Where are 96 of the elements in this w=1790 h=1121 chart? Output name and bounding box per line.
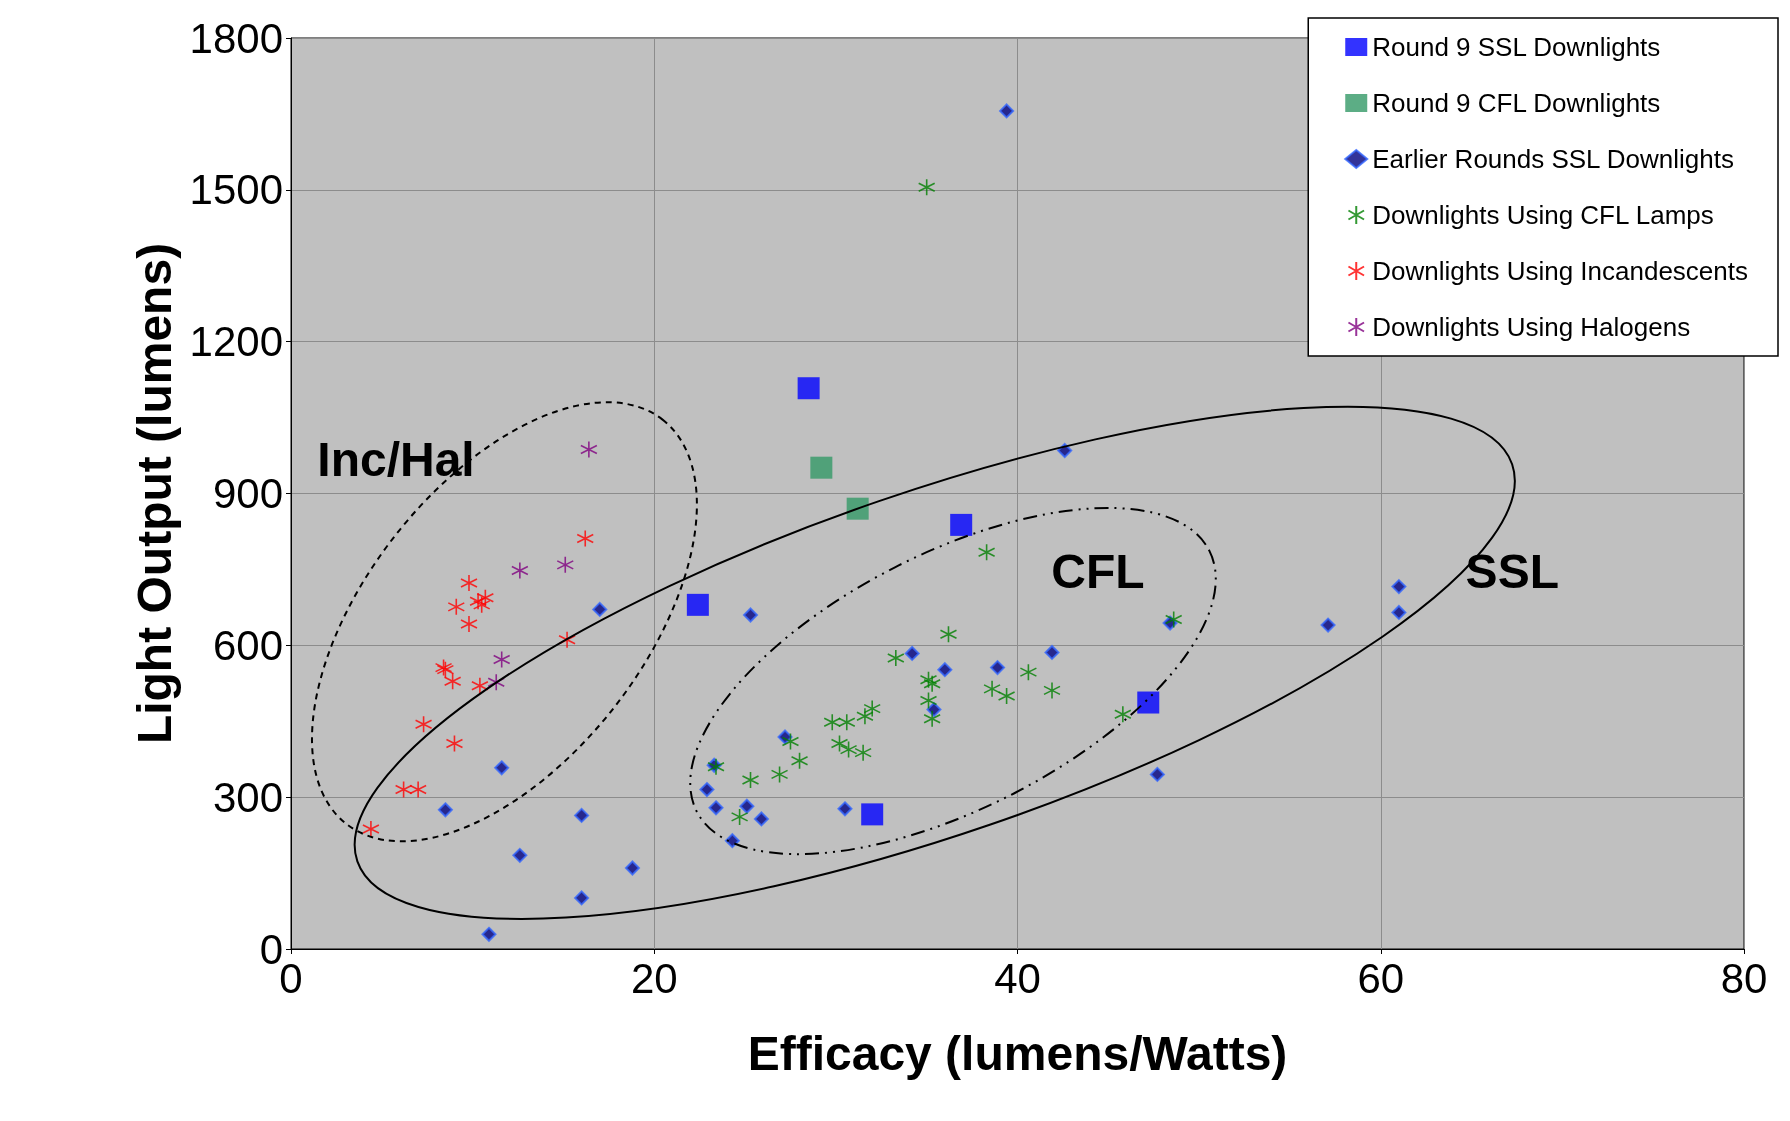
x-tick-label: 80 — [1720, 954, 1768, 1002]
point — [770, 765, 789, 784]
point — [823, 713, 842, 732]
point — [977, 543, 996, 562]
point — [574, 890, 590, 906]
point — [846, 497, 869, 520]
legend-label: Downlights Using CFL Lamps — [1372, 200, 1714, 230]
point — [362, 820, 380, 838]
legend-label: Downlights Using Halogens — [1372, 312, 1691, 342]
point — [1320, 617, 1336, 633]
point — [797, 377, 820, 400]
point — [887, 649, 905, 667]
point — [743, 607, 759, 623]
point — [739, 798, 755, 814]
point — [997, 687, 1016, 705]
point — [437, 802, 453, 818]
y-tick-label: 1500 — [189, 166, 283, 214]
point — [460, 574, 478, 592]
point — [414, 715, 433, 734]
y-tick-label: 600 — [212, 621, 283, 669]
point — [460, 615, 478, 633]
point — [781, 732, 800, 751]
point — [904, 645, 920, 661]
point — [576, 529, 595, 548]
point — [469, 592, 487, 611]
y-axis-title: Light Output (lumens) — [128, 242, 182, 745]
point — [1019, 663, 1038, 681]
point — [592, 601, 608, 617]
point — [492, 650, 511, 669]
annotation: Inc/Hal — [317, 433, 475, 487]
x-tick-label: 40 — [994, 954, 1041, 1002]
point — [919, 691, 938, 710]
annotation: CFL — [1051, 545, 1145, 599]
point — [923, 675, 941, 693]
point — [730, 808, 749, 826]
point — [699, 782, 715, 798]
point — [443, 672, 462, 691]
point — [926, 702, 942, 718]
point — [487, 673, 506, 692]
legend-label: Round 9 CFL Downlights — [1372, 88, 1661, 118]
point — [624, 860, 640, 876]
point — [447, 598, 466, 616]
legend-label: Earlier Rounds SSL Downlights — [1372, 144, 1735, 174]
point — [990, 660, 1006, 676]
point — [394, 780, 413, 799]
point — [854, 743, 872, 762]
point — [917, 178, 936, 197]
point — [574, 807, 590, 823]
point — [861, 803, 884, 826]
point — [724, 833, 740, 849]
point — [837, 713, 856, 732]
point — [790, 751, 809, 770]
y-tick-label: 900 — [212, 470, 283, 517]
point — [1044, 644, 1060, 660]
point — [686, 593, 709, 616]
x-axis-title: Efficacy (lumens/Watts) — [747, 1026, 1288, 1080]
point — [445, 734, 464, 753]
point — [1391, 579, 1407, 595]
point — [708, 800, 724, 816]
point — [856, 707, 874, 725]
point — [1391, 604, 1407, 620]
point — [481, 926, 497, 942]
point — [741, 771, 760, 789]
point — [494, 760, 510, 776]
legend-label: Round 9 SSL Downlights — [1372, 32, 1661, 62]
x-tick-label: 20 — [630, 954, 678, 1002]
point — [1149, 766, 1165, 782]
point — [472, 596, 491, 614]
point — [556, 556, 575, 574]
point — [923, 709, 941, 728]
annotation: SSL — [1465, 545, 1559, 599]
point — [919, 670, 938, 689]
point — [1137, 691, 1160, 714]
point — [810, 456, 833, 479]
point — [1043, 681, 1061, 700]
y-tick-label: 1800 — [189, 14, 283, 62]
y-tick-label: 300 — [212, 773, 283, 821]
point — [512, 847, 528, 863]
point — [580, 440, 598, 459]
point — [1114, 705, 1132, 723]
legend-label: Downlights Using Incandescents — [1372, 256, 1749, 286]
point — [476, 588, 495, 607]
point — [863, 699, 881, 718]
point — [471, 677, 489, 695]
point — [983, 680, 1001, 698]
point — [409, 780, 427, 799]
point — [999, 103, 1015, 119]
point — [937, 662, 953, 678]
point — [837, 801, 853, 817]
point — [1164, 610, 1183, 629]
point — [753, 811, 769, 827]
point — [950, 513, 973, 536]
x-tick-label: 60 — [1357, 954, 1405, 1002]
point — [511, 561, 529, 580]
point — [939, 625, 958, 643]
y-tick-label: 1200 — [189, 318, 283, 366]
